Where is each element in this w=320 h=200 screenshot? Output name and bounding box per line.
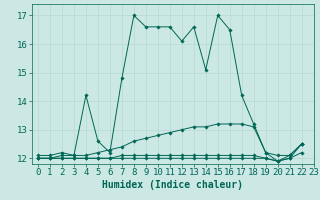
X-axis label: Humidex (Indice chaleur): Humidex (Indice chaleur) — [102, 180, 243, 190]
